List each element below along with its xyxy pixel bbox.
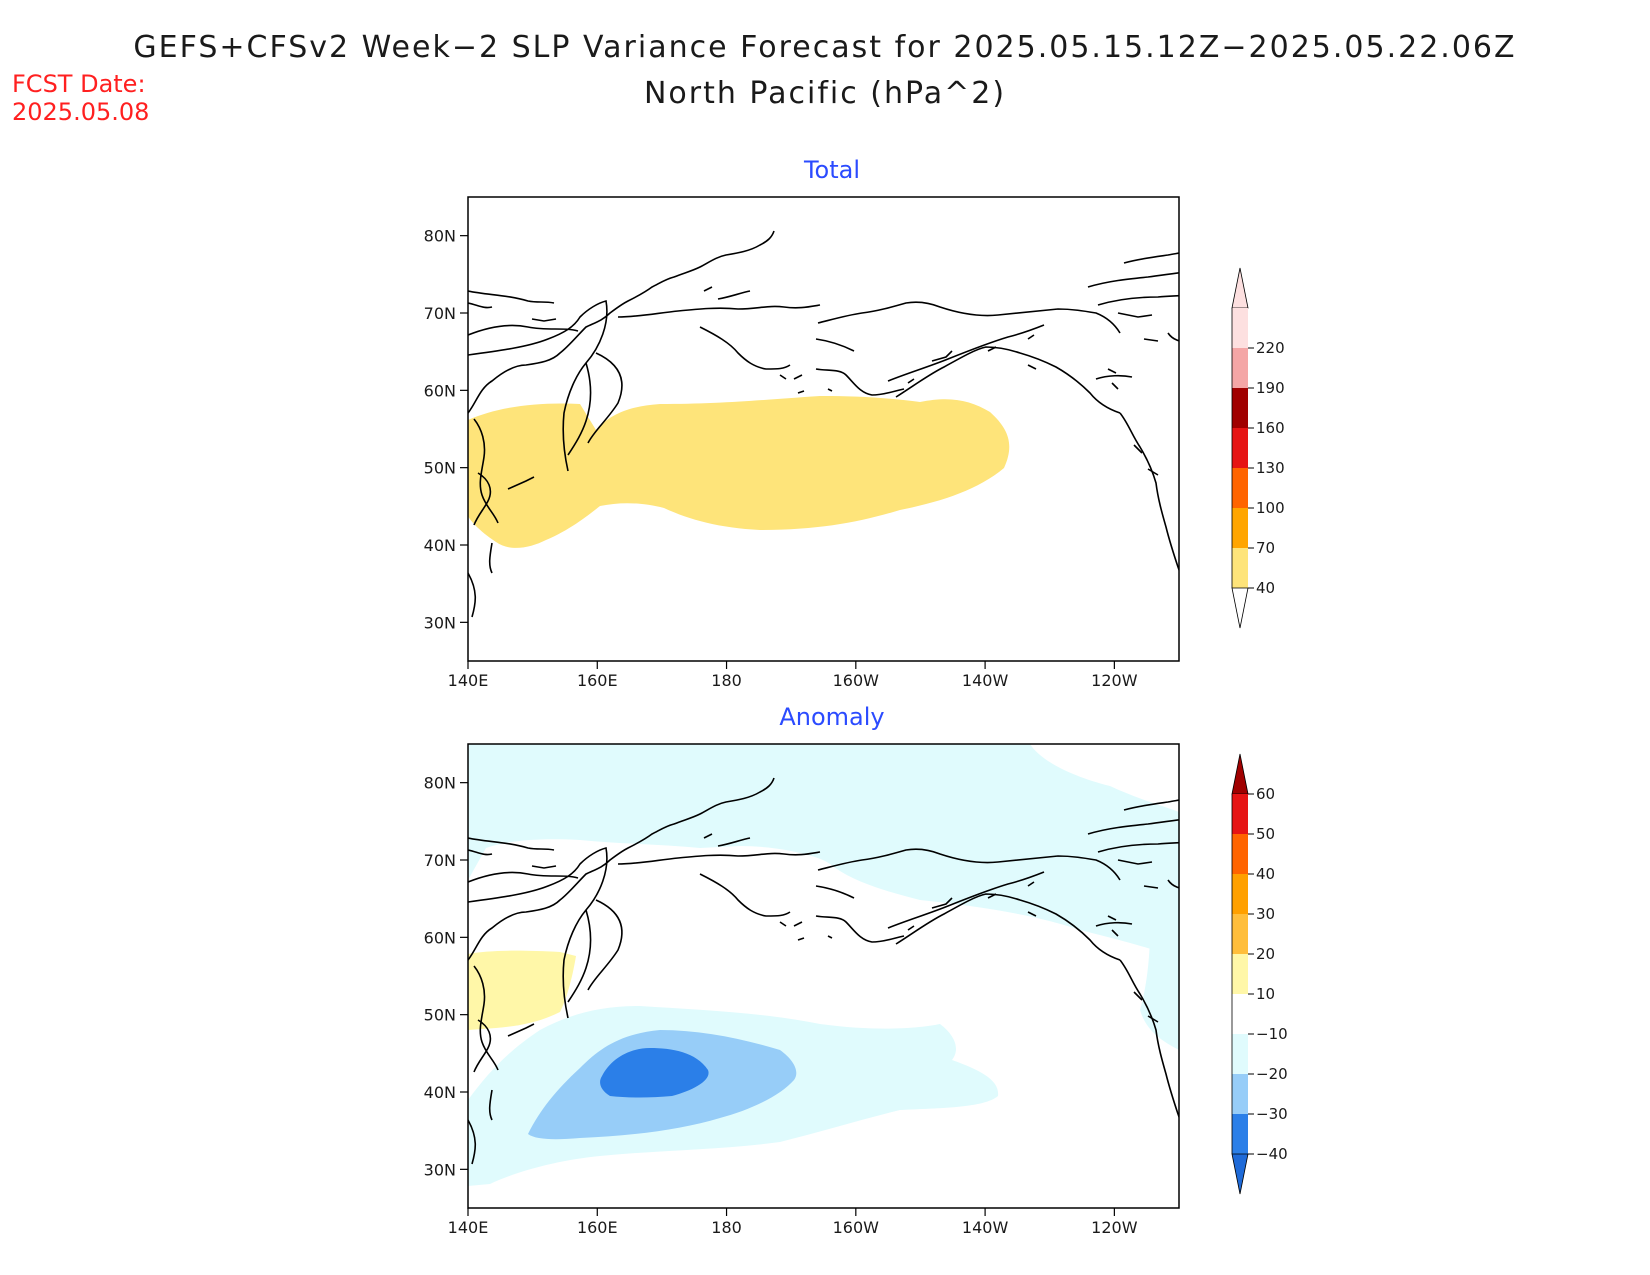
colorbar-extend-low [1231, 587, 1249, 629]
total-panel-title: Total [803, 156, 860, 184]
total-panel: Total [467, 156, 1180, 662]
fcst-date-label: FCST Date: [12, 70, 146, 98]
colorbar-label: 20 [1256, 945, 1275, 963]
colorbar-label: −30 [1256, 1105, 1288, 1123]
colorbar-label: −10 [1256, 1025, 1288, 1043]
lon-tick-label: 160E [577, 1218, 618, 1237]
lat-tick-label: 70N [424, 851, 456, 870]
colorbar-swatch [1232, 914, 1248, 954]
lat-tick-label: 50N [424, 1006, 456, 1025]
lat-tick-label: 80N [424, 227, 456, 246]
lat-tick-label: 50N [424, 459, 456, 478]
lon-tick-label: 180 [711, 1218, 742, 1237]
colorbar-label: 70 [1256, 539, 1275, 557]
colorbar-label: −20 [1256, 1065, 1288, 1083]
lat-tick-label: 40N [424, 1083, 456, 1102]
colorbar-extend-high [1231, 267, 1249, 309]
lon-tick-label: 160E [577, 671, 618, 690]
colorbar-label: 30 [1256, 905, 1275, 923]
colorbar-label: 40 [1256, 865, 1275, 883]
lat-tick-label: 80N [424, 774, 456, 793]
lon-tick-label: 180 [711, 671, 742, 690]
anomaly-minus30-core [600, 1048, 709, 1098]
anomaly-arctic-band [468, 744, 1179, 960]
colorbar-swatch [1232, 308, 1248, 348]
colorbar-swatch [1232, 1074, 1248, 1114]
lat-tick-label: 30N [424, 613, 456, 632]
lon-tick-label: 140E [448, 671, 489, 690]
colorbar-label: 190 [1256, 379, 1285, 397]
colorbar-label: 130 [1256, 459, 1285, 477]
colorbar-swatch [1232, 794, 1248, 834]
chart-title: GEFS+CFSv2 Week−2 SLP Variance Forecast … [133, 30, 1517, 65]
lat-tick-label: 60N [424, 381, 456, 400]
colorbar-swatch [1232, 994, 1248, 1034]
lat-tick-label: 70N [424, 304, 456, 323]
colorbar-label: 220 [1256, 339, 1285, 357]
colorbar-label: 10 [1256, 985, 1275, 1003]
fcst-date-value: 2025.05.08 [12, 98, 150, 126]
colorbar-swatch [1232, 468, 1248, 508]
colorbar-swatch [1232, 548, 1248, 588]
colorbar-swatch [1232, 388, 1248, 428]
colorbar-swatch [1232, 428, 1248, 468]
colorbar-swatch [1232, 954, 1248, 994]
colorbar-extend-low [1231, 1153, 1249, 1195]
anomaly-panel-title: Anomaly [779, 703, 884, 731]
colorbar-swatch [1232, 508, 1248, 548]
colorbar-label: 160 [1256, 419, 1285, 437]
colorbar-swatch [1232, 1034, 1248, 1074]
colorbar-swatch [1232, 1114, 1248, 1154]
colorbar-swatch [1232, 834, 1248, 874]
colorbar-label: −40 [1256, 1145, 1288, 1163]
lon-tick-label: 120W [1091, 1218, 1138, 1237]
colorbar-swatch [1232, 874, 1248, 914]
colorbar-label: 100 [1256, 499, 1285, 517]
anomaly-panel: Anomaly [467, 703, 1180, 1209]
lon-tick-label: 160W [833, 671, 880, 690]
total-40-70-region [468, 396, 1010, 548]
lat-tick-label: 40N [424, 536, 456, 555]
lon-tick-label: 160W [833, 1218, 880, 1237]
lon-tick-label: 140W [962, 671, 1009, 690]
lat-tick-label: 30N [424, 1160, 456, 1179]
lon-tick-label: 140W [962, 1218, 1009, 1237]
lon-tick-label: 120W [1091, 671, 1138, 690]
colorbar-swatch [1232, 348, 1248, 388]
anomaly-east-minus10 [1140, 890, 1179, 1050]
colorbar-extend-high [1231, 753, 1249, 795]
colorbar-label: 60 [1256, 785, 1275, 803]
colorbar-label: 50 [1256, 825, 1275, 843]
chart-subtitle: North Pacific (hPa^2) [643, 76, 1007, 111]
lat-tick-label: 60N [424, 928, 456, 947]
lon-tick-label: 140E [448, 1218, 489, 1237]
colorbar-label: 40 [1256, 579, 1275, 597]
anomaly-okhotsk-positive [468, 950, 576, 1030]
